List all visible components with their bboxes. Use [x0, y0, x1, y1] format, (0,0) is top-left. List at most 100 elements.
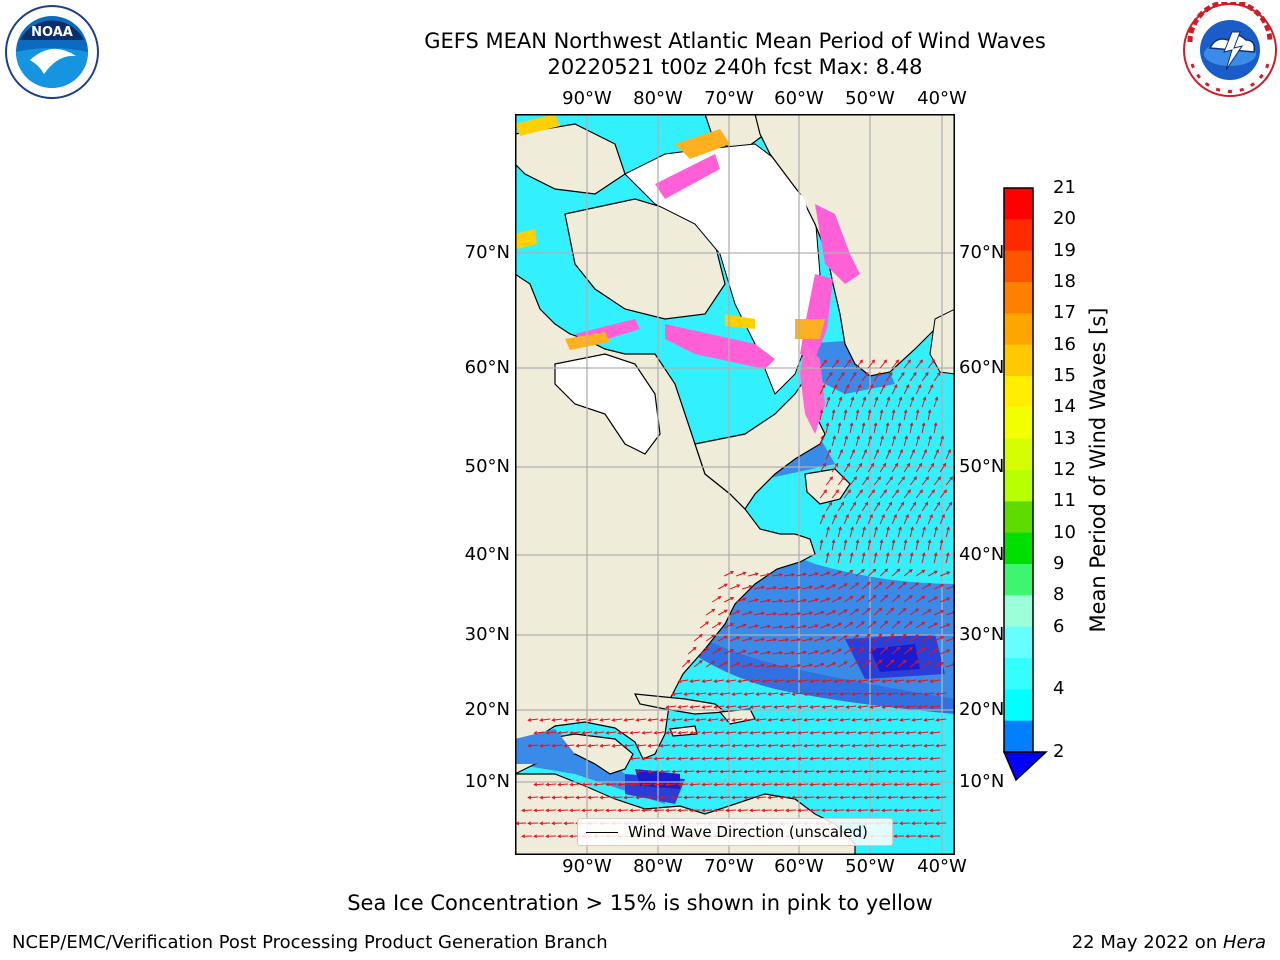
wind-wave-arrow: [867, 384, 874, 395]
wind-wave-arrowhead: [677, 756, 682, 761]
wind-wave-arrowhead: [855, 539, 860, 544]
colorbar-bin: [1004, 595, 1033, 628]
wind-wave-arrow: [843, 359, 851, 369]
wind-wave-arrowhead: [833, 679, 838, 683]
wind-wave-arrow: [594, 731, 605, 734]
wind-wave-arrow: [900, 692, 911, 695]
wind-wave-arrowhead: [881, 756, 886, 761]
wind-wave-arrowhead: [724, 661, 728, 665]
wind-wave-arrow: [903, 540, 907, 551]
wind-wave-arrowhead: [779, 743, 784, 748]
wind-wave-arrow: [825, 527, 830, 538]
wind-wave-arrowhead: [864, 371, 869, 376]
wind-wave-arrow: [606, 783, 617, 786]
wind-wave-arrowhead: [917, 834, 922, 839]
wind-wave-arrowhead: [937, 476, 942, 481]
wind-wave-arrowhead: [930, 462, 935, 467]
wind-wave-arrowhead: [940, 584, 945, 588]
wind-wave-arrowhead: [858, 462, 863, 467]
wind-wave-arrow: [837, 397, 842, 408]
wind-wave-arrowhead: [832, 584, 837, 588]
wind-wave-arrow: [909, 634, 919, 642]
wind-wave-arrow: [891, 359, 899, 369]
wind-wave-arrowhead: [879, 539, 884, 544]
wind-wave-arrowhead: [773, 782, 778, 787]
wind-wave-arrowhead: [912, 501, 917, 506]
wind-wave-arrow: [784, 573, 795, 577]
wind-wave-arrowhead: [838, 596, 843, 601]
wind-wave-arrow: [822, 731, 833, 734]
noaa-logo: NOAA: [5, 5, 99, 99]
wind-wave-arrowhead: [833, 756, 838, 761]
wind-wave-arrow: [891, 646, 901, 655]
wind-wave-arrowhead: [887, 718, 892, 722]
wind-wave-arrowhead: [881, 808, 886, 813]
wind-wave-arrow: [552, 718, 563, 721]
wind-wave-arrow: [705, 634, 715, 642]
wind-wave-arrow: [909, 502, 916, 512]
wind-wave-arrowhead: [857, 730, 862, 735]
wind-wave-arrowhead: [749, 730, 754, 735]
wind-wave-arrow: [861, 553, 865, 564]
wind-wave-arrow: [858, 757, 869, 760]
wind-wave-arrow: [843, 540, 847, 551]
wind-wave-arrowhead: [826, 623, 831, 628]
wind-wave-arrow: [792, 718, 803, 721]
wind-wave-arrow: [852, 692, 863, 695]
wind-wave-arrow: [909, 660, 919, 668]
wind-wave-arrow: [786, 705, 797, 708]
wind-wave-arrowhead: [905, 782, 910, 787]
wind-wave-arrowhead: [725, 756, 730, 761]
wind-wave-arrow: [897, 527, 902, 538]
wind-wave-arrow: [897, 582, 907, 590]
wind-wave-arrow: [814, 637, 824, 642]
wind-wave-arrow: [855, 595, 865, 603]
wind-wave-arrowhead: [888, 501, 893, 506]
wind-wave-arrow: [780, 770, 791, 773]
wind-wave-arrow: [672, 718, 683, 721]
wind-wave-arrow: [570, 731, 581, 734]
wind-wave-arrow: [867, 359, 875, 369]
wind-wave-arrowhead: [873, 552, 878, 557]
wind-wave-arrowhead: [695, 692, 700, 696]
wind-wave-arrowhead: [908, 621, 913, 625]
wind-wave-arrowhead: [557, 834, 562, 839]
wind-wave-arrow: [858, 705, 869, 708]
wind-wave-arrowhead: [857, 705, 862, 709]
wind-wave-arrow: [843, 514, 849, 525]
wind-wave-arrow: [870, 757, 881, 760]
wind-wave-arrow: [939, 489, 947, 499]
wind-wave-arrowhead: [909, 552, 914, 557]
wind-wave-arrow: [576, 744, 587, 747]
colorbar-tick-label: 11: [1053, 490, 1076, 512]
wind-wave-arrow: [843, 648, 853, 655]
wind-wave-arrow: [852, 770, 863, 773]
wind-wave-arrowhead: [935, 821, 940, 826]
wind-wave-arrowhead: [827, 448, 831, 453]
wind-wave-arrowhead: [843, 661, 848, 665]
wind-wave-arrowhead: [539, 718, 544, 722]
wind-wave-arrowhead: [773, 585, 778, 590]
wind-wave-arrow: [936, 770, 947, 773]
wind-wave-arrowhead: [545, 730, 550, 735]
wind-wave-arrow: [742, 611, 752, 616]
wind-wave-arrowhead: [815, 692, 820, 696]
wind-wave-arrow: [780, 796, 791, 799]
wind-wave-arrowhead: [882, 462, 887, 467]
wind-wave-arrowhead: [827, 692, 832, 696]
wind-wave-arrowhead: [695, 743, 700, 748]
wind-wave-arrowhead: [911, 718, 916, 722]
wind-wave-arrow: [921, 527, 926, 538]
wind-wave-arrow: [873, 372, 881, 382]
wind-wave-arrowhead: [859, 489, 863, 494]
wind-wave-arrowhead: [887, 743, 892, 748]
wind-wave-arrowhead: [773, 611, 778, 616]
wind-wave-arrowhead: [569, 782, 574, 787]
wind-wave-arrowhead: [533, 782, 538, 787]
wind-wave-arrowhead: [605, 730, 610, 735]
wind-wave-arrowhead: [641, 782, 646, 787]
wind-wave-arrow: [879, 384, 886, 395]
wind-wave-arrowhead: [797, 782, 802, 787]
wind-wave-arrowhead: [905, 384, 910, 389]
wind-wave-arrowhead: [934, 596, 938, 600]
